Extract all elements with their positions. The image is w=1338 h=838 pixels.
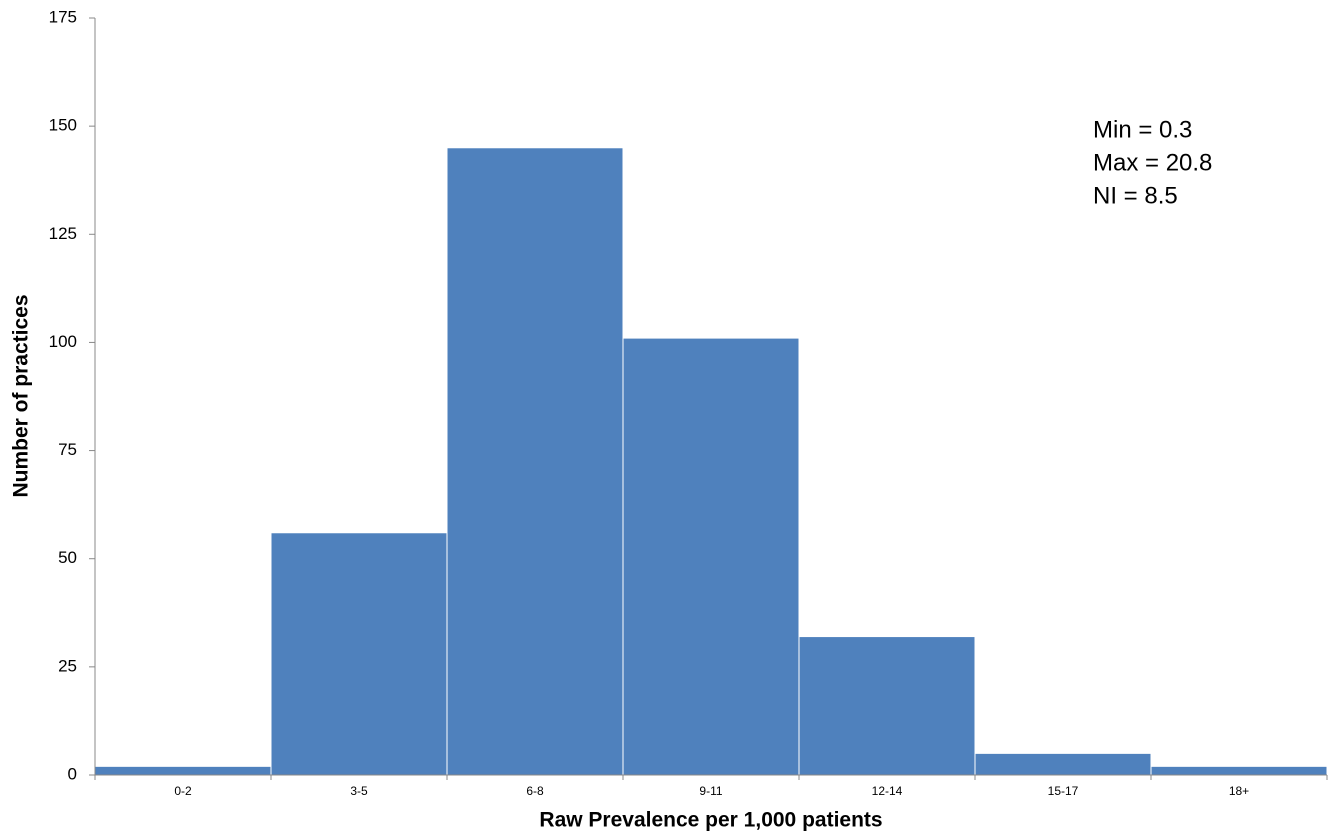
y-tick-label: 25: [58, 656, 77, 675]
annotation: Min = 0.3: [1093, 116, 1192, 143]
y-tick-label: 175: [49, 7, 77, 26]
x-tick-label: 12-14: [872, 784, 903, 798]
bar: [94, 765, 272, 776]
x-tick-label: 6-8: [526, 784, 544, 798]
bar: [622, 337, 800, 776]
x-axis-title: Raw Prevalence per 1,000 patients: [539, 809, 882, 832]
y-tick-label: 100: [49, 332, 77, 351]
y-axis-title: Number of practices: [10, 294, 33, 497]
x-tick-label: 18+: [1229, 784, 1249, 798]
bar: [1150, 765, 1328, 776]
y-tick-label: 125: [49, 224, 77, 243]
x-tick-label: 15-17: [1048, 784, 1079, 798]
y-tick-label: 0: [68, 764, 77, 783]
x-tick-label: 9-11: [699, 784, 722, 798]
y-tick-label: 75: [58, 440, 77, 459]
bar: [798, 636, 976, 776]
bar: [446, 147, 624, 776]
x-tick-label: 0-2: [174, 784, 192, 798]
x-tick-label: 3-5: [350, 784, 368, 798]
bar: [974, 752, 1152, 776]
y-tick-label: 50: [58, 548, 77, 567]
annotation: Max = 20.8: [1093, 149, 1212, 176]
bar: [270, 532, 448, 776]
annotation: NI = 8.5: [1093, 182, 1178, 209]
y-tick-label: 150: [49, 116, 77, 135]
